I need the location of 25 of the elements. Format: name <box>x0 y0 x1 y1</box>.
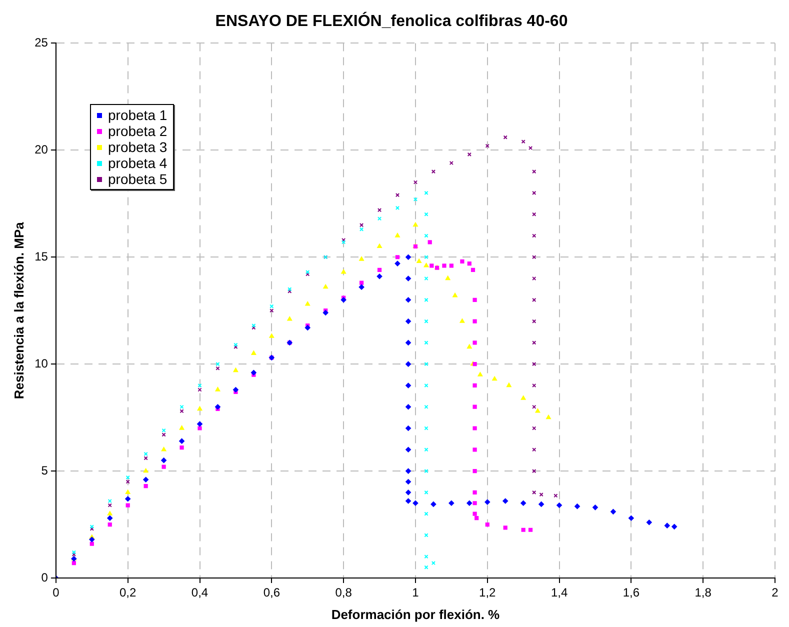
y-tick-label: 0 <box>41 570 48 584</box>
x-tick-label: 0,4 <box>191 586 208 600</box>
legend-label: probeta 1 <box>108 107 168 123</box>
x-tick-label: 1,6 <box>622 586 640 600</box>
chart-title: ENSAYO DE FLEXIÓN_fenolica colfibras 40-60 <box>215 11 568 30</box>
x-tick-label: 1,4 <box>550 586 568 600</box>
legend-label: probeta 4 <box>108 155 168 171</box>
x-tick-label: 0 <box>52 586 60 600</box>
x-tick-label: 0,8 <box>335 586 352 600</box>
y-tick-label: 10 <box>34 356 48 370</box>
x-tick-label: 1 <box>412 586 420 600</box>
legend-label: probeta 5 <box>108 171 168 187</box>
legend-label: probeta 3 <box>108 139 168 155</box>
x-tick-label: 0,2 <box>120 586 137 600</box>
y-tick-label: 15 <box>34 249 48 264</box>
x-tick-label: 0,6 <box>263 586 280 600</box>
y-tick-label: 5 <box>41 463 48 478</box>
y-axis-title: Resistencia a la flexión. MPa <box>11 221 26 400</box>
x-tick-label: 1,2 <box>479 586 496 600</box>
x-tick-label: 2 <box>772 586 779 600</box>
x-tick-label: 1,8 <box>694 586 712 600</box>
y-tick-label: 25 <box>34 36 48 50</box>
legend-label: probeta 2 <box>108 123 168 139</box>
y-tick-label: 20 <box>34 142 48 156</box>
x-axis-title: Deformación por flexión. % <box>331 606 500 622</box>
